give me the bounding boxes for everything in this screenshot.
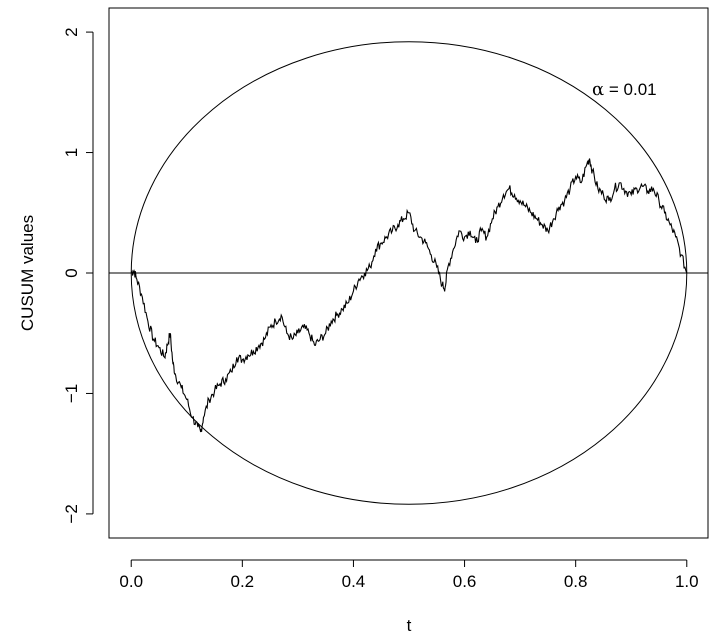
y-tick-label: 1 bbox=[62, 148, 81, 157]
x-tick-label: 0.0 bbox=[119, 572, 143, 591]
y-tick-label: −2 bbox=[62, 504, 81, 523]
y-tick-label: 2 bbox=[62, 27, 81, 36]
y-axis: −2 −1 0 1 2 bbox=[62, 27, 94, 524]
x-axis-title: t bbox=[407, 616, 412, 635]
y-axis-title: CUSUM values bbox=[18, 215, 37, 331]
alpha-value: = 0.01 bbox=[604, 80, 656, 99]
x-tick-label: 0.2 bbox=[231, 572, 255, 591]
x-axis: 0.0 0.2 0.4 0.6 0.8 1.0 bbox=[119, 559, 699, 591]
alpha-symbol: α bbox=[592, 79, 604, 100]
x-tick-label: 0.8 bbox=[564, 572, 588, 591]
x-tick-label: 0.4 bbox=[342, 572, 366, 591]
cusum-series-line bbox=[130, 158, 688, 433]
y-tick-label: −1 bbox=[62, 384, 81, 403]
alpha-annotation: α = 0.01 bbox=[592, 79, 657, 100]
y-tick-label: 0 bbox=[62, 268, 81, 277]
x-tick-label: 0.6 bbox=[453, 572, 477, 591]
x-tick-label: 1.0 bbox=[675, 572, 699, 591]
